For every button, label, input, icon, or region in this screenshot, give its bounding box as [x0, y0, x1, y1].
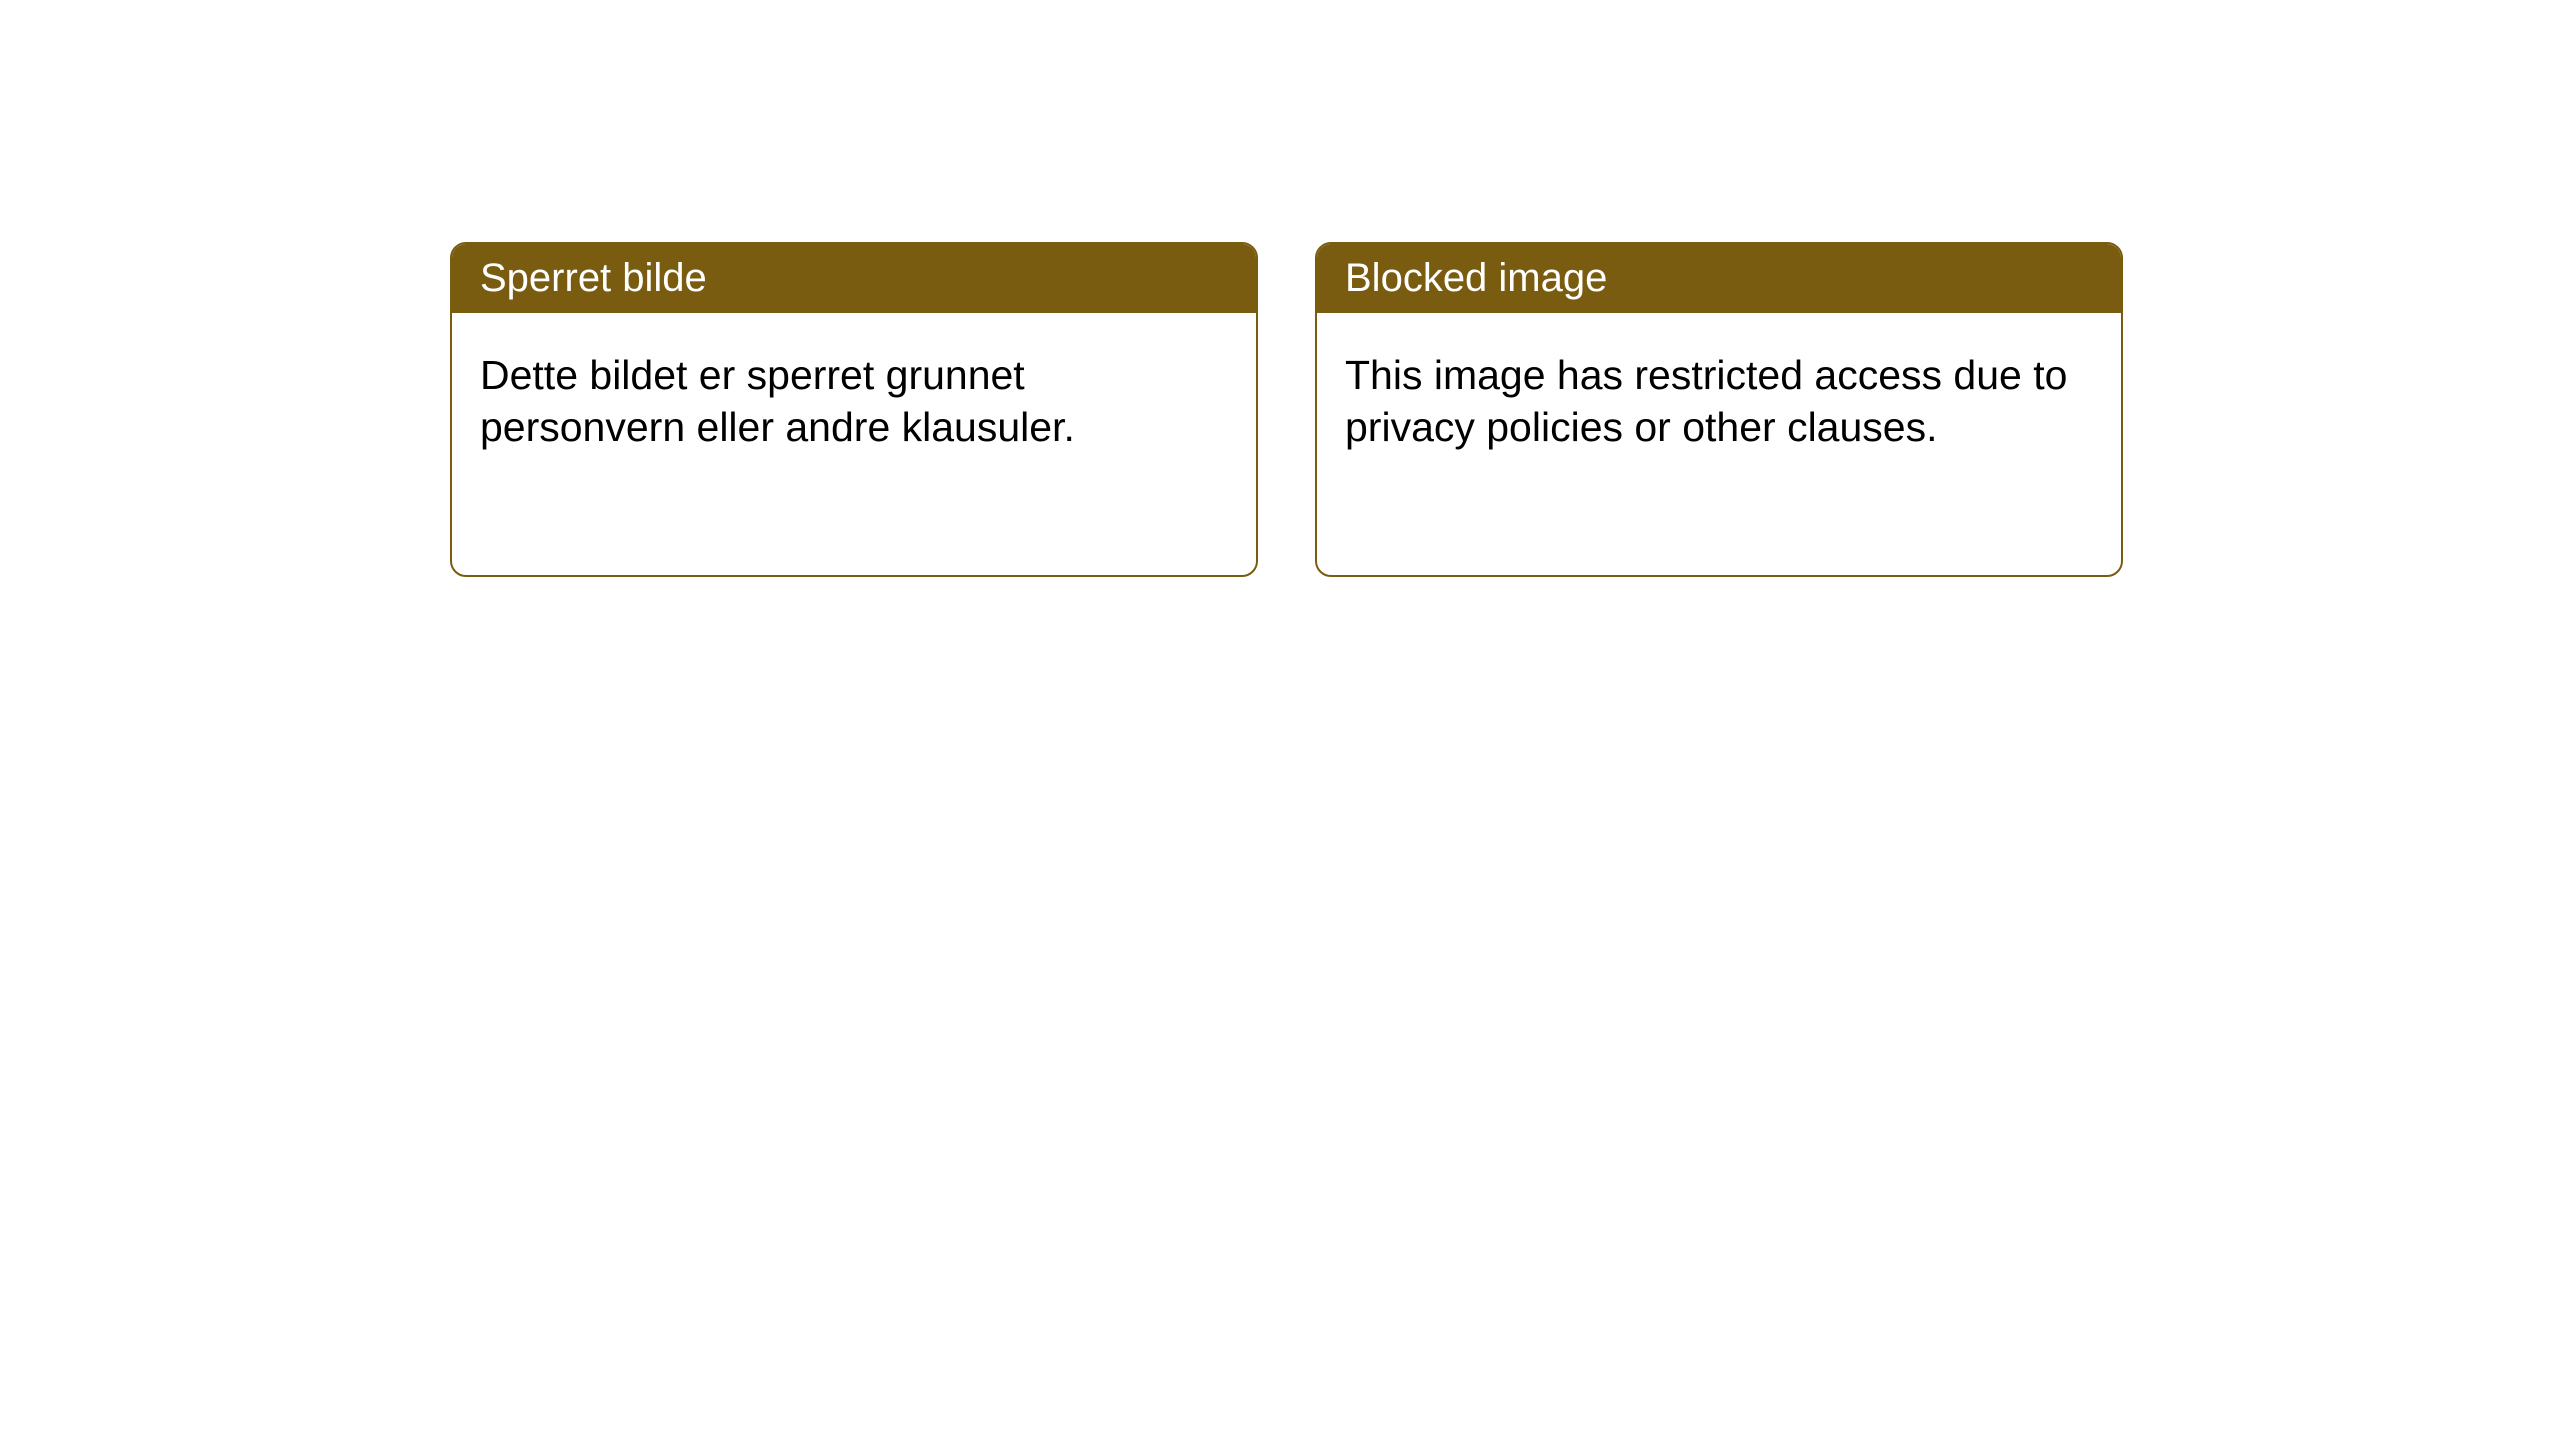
panel-body-english: This image has restricted access due to …	[1317, 313, 2121, 490]
panel-header-english: Blocked image	[1317, 244, 2121, 313]
panel-english: Blocked image This image has restricted …	[1315, 242, 2123, 577]
panel-header-norwegian: Sperret bilde	[452, 244, 1256, 313]
blocked-image-panels: Sperret bilde Dette bildet er sperret gr…	[450, 242, 2123, 577]
panel-norwegian: Sperret bilde Dette bildet er sperret gr…	[450, 242, 1258, 577]
panel-body-norwegian: Dette bildet er sperret grunnet personve…	[452, 313, 1256, 490]
